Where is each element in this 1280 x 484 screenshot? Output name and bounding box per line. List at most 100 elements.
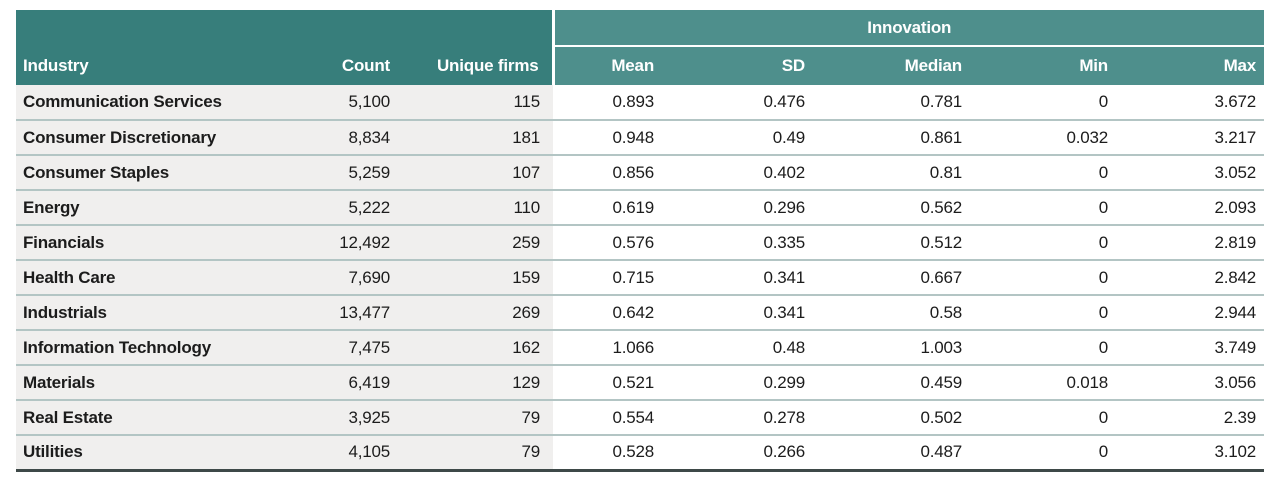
table-row: Communication Services 5,100 115 0.893 0… — [16, 85, 1265, 120]
cell-median: 0.459 — [818, 364, 975, 400]
cell-max: 2.093 — [1121, 189, 1265, 225]
cell-industry: Energy — [16, 189, 308, 225]
cell-industry: Real Estate — [16, 399, 308, 435]
table-row: Information Technology 7,475 162 1.066 0… — [16, 329, 1265, 365]
group-header-row: Innovation — [16, 10, 1265, 47]
cell-count: 12,492 — [308, 224, 400, 260]
cell-mean: 0.528 — [553, 434, 668, 472]
table-row: Industrials 13,477 269 0.642 0.341 0.58 … — [16, 294, 1265, 330]
cell-sd: 0.341 — [668, 294, 818, 330]
table-row: Consumer Staples 5,259 107 0.856 0.402 0… — [16, 154, 1265, 190]
cell-mean: 0.521 — [553, 364, 668, 400]
cell-mean: 0.554 — [553, 399, 668, 435]
cell-count: 13,477 — [308, 294, 400, 330]
cell-industry: Health Care — [16, 259, 308, 295]
cell-sd: 0.266 — [668, 434, 818, 472]
cell-unique-firms: 79 — [400, 399, 553, 435]
cell-sd: 0.335 — [668, 224, 818, 260]
col-header-sd: SD — [668, 46, 818, 85]
cell-max: 2.39 — [1121, 399, 1265, 435]
cell-unique-firms: 110 — [400, 189, 553, 225]
table-header: Innovation Industry Count Unique firms M… — [16, 10, 1265, 85]
cell-median: 0.861 — [818, 119, 975, 155]
cell-mean: 0.642 — [553, 294, 668, 330]
cell-count: 8,834 — [308, 119, 400, 155]
cell-industry: Consumer Discretionary — [16, 119, 308, 155]
cell-unique-firms: 269 — [400, 294, 553, 330]
cell-mean: 0.948 — [553, 119, 668, 155]
cell-min: 0.032 — [975, 119, 1121, 155]
cell-min: 0 — [975, 434, 1121, 472]
cell-mean: 0.715 — [553, 259, 668, 295]
cell-min: 0 — [975, 154, 1121, 190]
col-header-industry: Industry — [16, 46, 308, 85]
cell-unique-firms: 129 — [400, 364, 553, 400]
cell-min: 0.018 — [975, 364, 1121, 400]
cell-max: 2.819 — [1121, 224, 1265, 260]
cell-unique-firms: 115 — [400, 85, 553, 120]
cell-industry: Industrials — [16, 294, 308, 330]
col-header-max: Max — [1121, 46, 1265, 85]
cell-min: 0 — [975, 294, 1121, 330]
cell-unique-firms: 159 — [400, 259, 553, 295]
cell-max: 3.672 — [1121, 85, 1265, 120]
cell-sd: 0.48 — [668, 329, 818, 365]
cell-max: 3.217 — [1121, 119, 1265, 155]
col-header-unique-firms: Unique firms — [400, 46, 553, 85]
cell-min: 0 — [975, 399, 1121, 435]
cell-unique-firms: 162 — [400, 329, 553, 365]
cell-median: 0.487 — [818, 434, 975, 472]
table-row: Real Estate 3,925 79 0.554 0.278 0.502 0… — [16, 399, 1265, 435]
col-header-median: Median — [818, 46, 975, 85]
cell-min: 0 — [975, 259, 1121, 295]
industry-innovation-summary-table: Innovation Industry Count Unique firms M… — [16, 10, 1265, 472]
cell-median: 0.512 — [818, 224, 975, 260]
cell-median: 0.667 — [818, 259, 975, 295]
cell-count: 3,925 — [308, 399, 400, 435]
cell-industry: Materials — [16, 364, 308, 400]
cell-median: 0.81 — [818, 154, 975, 190]
cell-industry: Information Technology — [16, 329, 308, 365]
summary-statistics-table-wrap: Innovation Industry Count Unique firms M… — [16, 10, 1265, 472]
cell-mean: 0.893 — [553, 85, 668, 120]
cell-unique-firms: 181 — [400, 119, 553, 155]
cell-count: 5,259 — [308, 154, 400, 190]
table-body: Communication Services 5,100 115 0.893 0… — [16, 85, 1265, 472]
column-header-row: Industry Count Unique firms Mean SD Medi… — [16, 46, 1265, 85]
cell-sd: 0.278 — [668, 399, 818, 435]
col-header-min: Min — [975, 46, 1121, 85]
table-row: Energy 5,222 110 0.619 0.296 0.562 0 2.0… — [16, 189, 1265, 225]
cell-mean: 0.576 — [553, 224, 668, 260]
cell-min: 0 — [975, 85, 1121, 120]
col-header-mean: Mean — [551, 46, 668, 85]
cell-sd: 0.476 — [668, 85, 818, 120]
cell-max: 3.102 — [1121, 434, 1265, 472]
cell-sd: 0.341 — [668, 259, 818, 295]
cell-industry: Financials — [16, 224, 308, 260]
cell-mean: 0.619 — [553, 189, 668, 225]
cell-median: 0.781 — [818, 85, 975, 120]
cell-count: 7,690 — [308, 259, 400, 295]
table-row: Health Care 7,690 159 0.715 0.341 0.667 … — [16, 259, 1265, 295]
table-row: Utilities 4,105 79 0.528 0.266 0.487 0 3… — [16, 434, 1265, 472]
cell-industry: Consumer Staples — [16, 154, 308, 190]
cell-sd: 0.296 — [668, 189, 818, 225]
cell-count: 5,222 — [308, 189, 400, 225]
cell-min: 0 — [975, 329, 1121, 365]
cell-unique-firms: 107 — [400, 154, 553, 190]
cell-max: 3.056 — [1121, 364, 1265, 400]
cell-sd: 0.299 — [668, 364, 818, 400]
cell-count: 5,100 — [308, 85, 400, 120]
cell-sd: 0.49 — [668, 119, 818, 155]
group-header-innovation: Innovation — [551, 10, 1265, 47]
cell-median: 0.502 — [818, 399, 975, 435]
cell-max: 3.052 — [1121, 154, 1265, 190]
cell-count: 6,419 — [308, 364, 400, 400]
cell-unique-firms: 259 — [400, 224, 553, 260]
cell-min: 0 — [975, 189, 1121, 225]
cell-industry: Communication Services — [16, 85, 308, 120]
col-header-count: Count — [308, 46, 400, 85]
cell-unique-firms: 79 — [400, 434, 553, 472]
cell-industry: Utilities — [16, 434, 308, 472]
cell-median: 1.003 — [818, 329, 975, 365]
